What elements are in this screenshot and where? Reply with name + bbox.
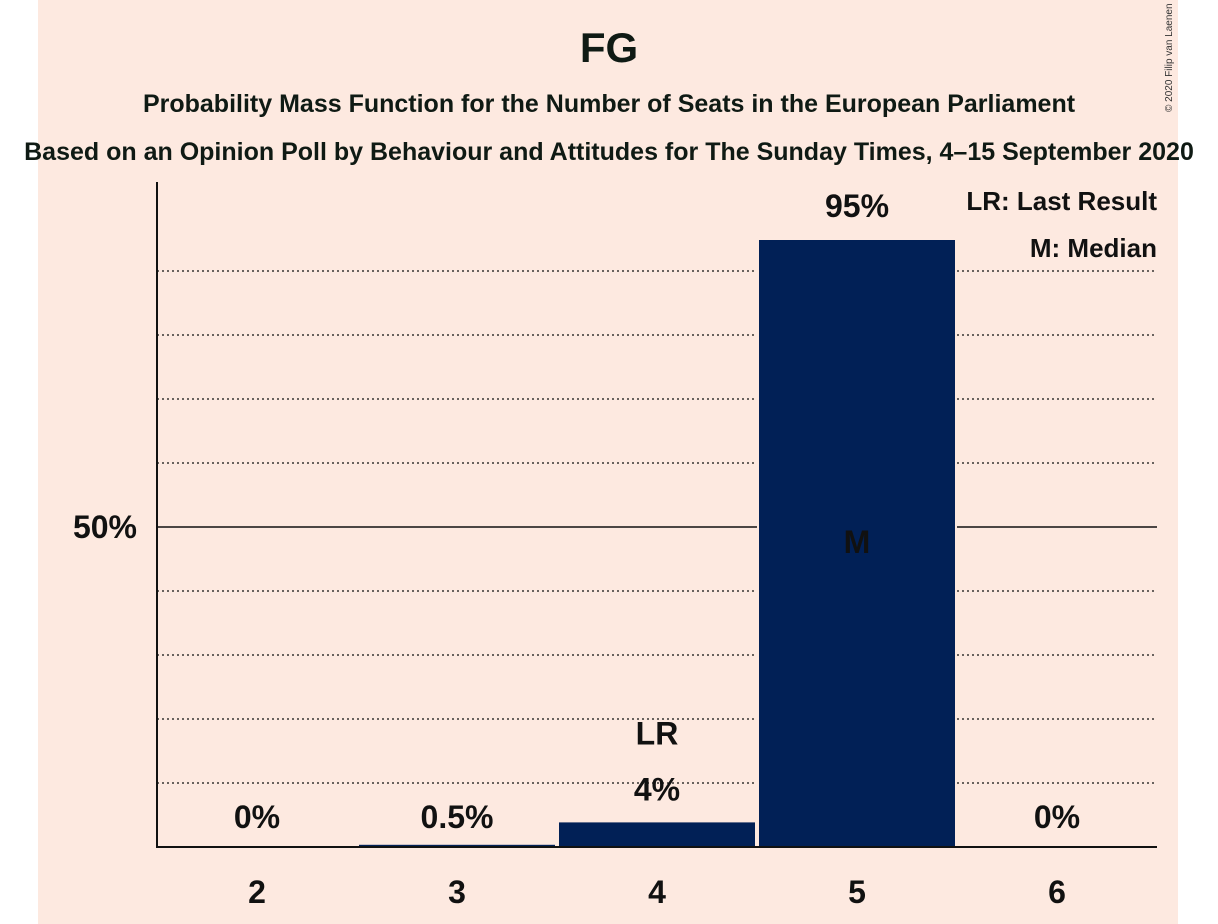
x-tick-label-3: 3 [448,874,466,910]
x-tick-label-5: 5 [848,874,866,910]
legend-last-result: LR: Last Result [966,186,1157,216]
x-tick-label-2: 2 [248,874,266,910]
y-tick-label: 50% [73,509,137,545]
median-marker: M [844,524,871,560]
data-label-6: 0% [1034,799,1080,835]
data-label-2: 0% [234,799,280,835]
bar-5 [757,238,957,848]
chart-subtitle: Probability Mass Function for the Number… [142,90,1076,118]
chart-source: Based on an Opinion Poll by Behaviour an… [24,138,1194,166]
data-label-4: 4% [634,771,680,807]
chart-background [38,0,1178,924]
last-result-marker: LR [636,715,679,751]
data-label-5: 95% [825,188,889,224]
bar-4 [557,820,757,849]
legend-median: M: Median [1030,233,1157,263]
x-tick-label-6: 6 [1048,874,1066,910]
chart-title: FG [579,24,639,71]
x-tick-label-4: 4 [648,874,666,910]
data-label-3: 0.5% [421,799,494,835]
